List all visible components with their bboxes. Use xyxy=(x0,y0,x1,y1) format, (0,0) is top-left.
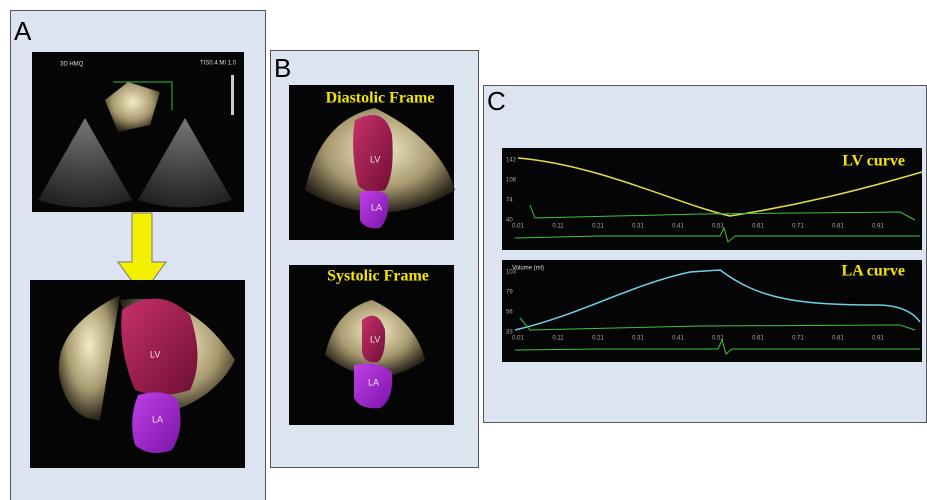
x-tick-label: 0.41 xyxy=(672,336,684,342)
x-tick-label: 0.31 xyxy=(632,224,644,230)
y-tick-label: 108 xyxy=(506,178,517,184)
image-text: 3D HMQ xyxy=(60,62,84,68)
y-tick-label: 142 xyxy=(506,158,517,164)
x-tick-label: 0.21 xyxy=(592,336,604,342)
axis-label: Volume (ml) xyxy=(512,266,544,272)
x-tick-label: 0.61 xyxy=(752,224,764,230)
chamber-label: LV xyxy=(370,154,380,164)
y-tick-label: 103 xyxy=(506,270,517,276)
chamber-label: LA xyxy=(371,202,382,212)
lv-chamber xyxy=(353,115,393,192)
chamber-label: LA xyxy=(368,377,379,387)
x-tick-label: 0.11 xyxy=(552,224,564,230)
frame-title: Diastolic Frame xyxy=(326,90,435,107)
x-tick-label: 0.01 xyxy=(512,336,524,342)
curve-title: LA curve xyxy=(841,263,905,280)
panel-label: C xyxy=(487,86,506,116)
figure: A 3D HMQ TIS0.4 MI 1.0 LV LA B LV LA Dia… xyxy=(0,0,927,500)
x-tick-label: 0.81 xyxy=(832,224,844,230)
x-tick-label: 0.71 xyxy=(792,224,804,230)
y-tick-label: 56 xyxy=(506,310,513,316)
x-tick-label: 0.91 xyxy=(872,224,884,230)
x-tick-label: 0.71 xyxy=(792,336,804,342)
x-tick-label: 0.51 xyxy=(712,336,724,342)
chamber-label: LA xyxy=(152,414,163,424)
panel-label: B xyxy=(274,53,291,83)
frame-title: Systolic Frame xyxy=(327,268,429,285)
panel-label: A xyxy=(14,16,32,46)
x-tick-label: 0.11 xyxy=(552,336,564,342)
chamber-label: LV xyxy=(150,349,160,359)
x-tick-label: 0.41 xyxy=(672,224,684,230)
x-tick-label: 0.21 xyxy=(592,224,604,230)
x-tick-label: 0.81 xyxy=(832,336,844,342)
lv-chamber xyxy=(121,299,197,395)
chamber-label: LV xyxy=(370,334,380,344)
y-tick-label: 74 xyxy=(506,198,513,204)
y-tick-label: 79 xyxy=(506,290,513,296)
image-text: TIS0.4 MI 1.0 xyxy=(200,61,237,67)
x-tick-label: 0.01 xyxy=(512,224,524,230)
x-tick-label: 0.61 xyxy=(752,336,764,342)
x-tick-label: 0.51 xyxy=(712,224,724,230)
x-tick-label: 0.91 xyxy=(872,336,884,342)
grayscale-bar xyxy=(231,75,234,115)
panel-c xyxy=(484,86,927,423)
x-tick-label: 0.31 xyxy=(632,336,644,342)
curve-title: LV curve xyxy=(842,153,905,170)
